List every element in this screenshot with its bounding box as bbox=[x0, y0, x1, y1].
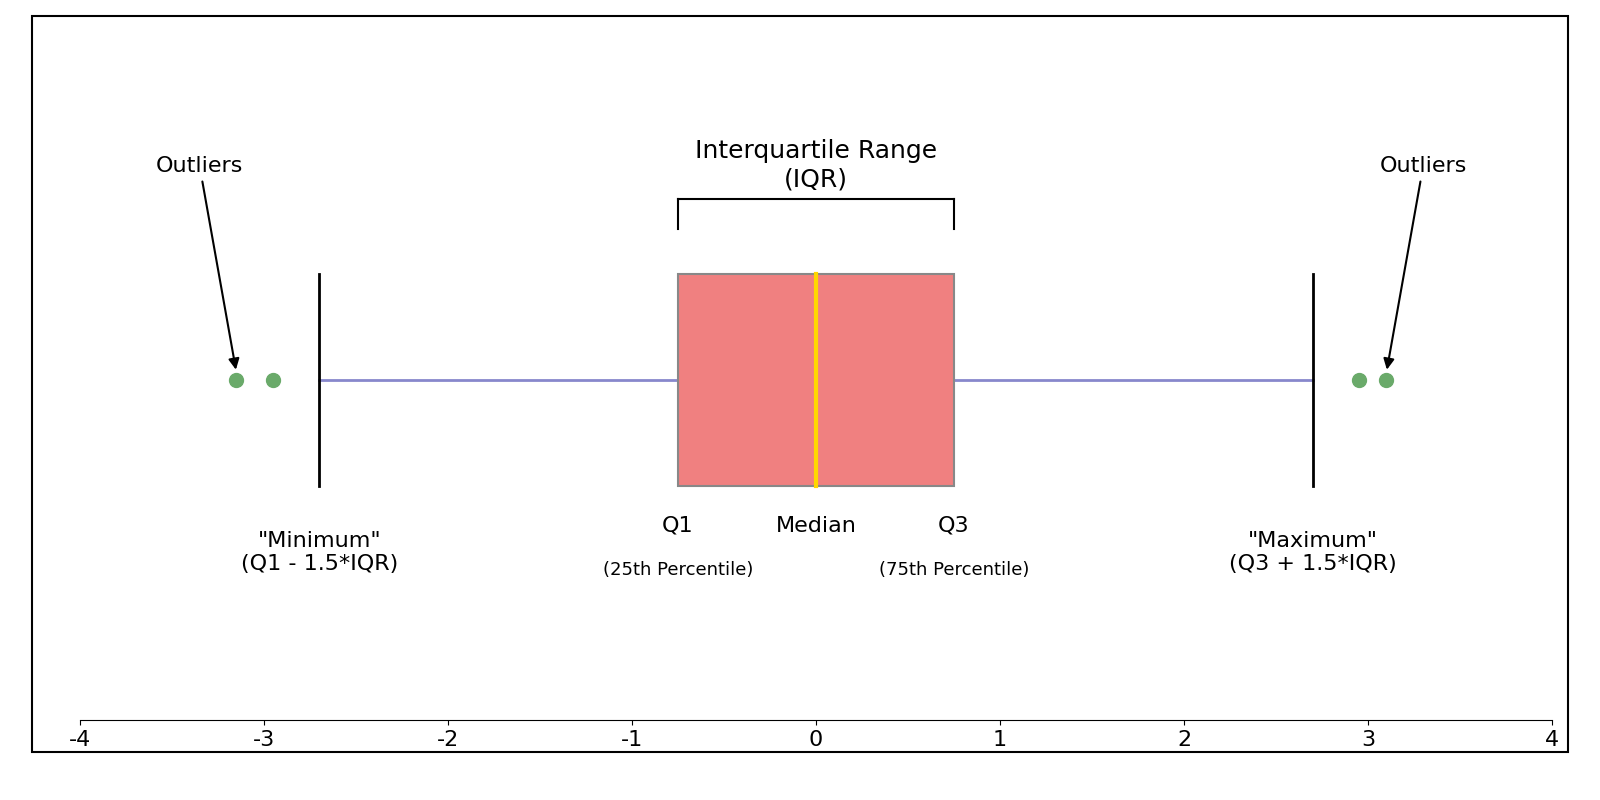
Text: (25th Percentile): (25th Percentile) bbox=[603, 562, 754, 579]
Text: Outliers: Outliers bbox=[1379, 156, 1467, 367]
Text: Q1: Q1 bbox=[662, 516, 694, 536]
Text: "Minimum"
(Q1 - 1.5*IQR): "Minimum" (Q1 - 1.5*IQR) bbox=[240, 531, 398, 574]
Point bbox=[224, 374, 250, 386]
Text: Interquartile Range
(IQR): Interquartile Range (IQR) bbox=[694, 139, 938, 191]
Bar bbox=[678, 274, 954, 486]
Point bbox=[1346, 374, 1371, 386]
Text: Q3: Q3 bbox=[938, 516, 970, 536]
Text: "Maximum"
(Q3 + 1.5*IQR): "Maximum" (Q3 + 1.5*IQR) bbox=[1229, 531, 1397, 574]
Text: Median: Median bbox=[776, 516, 856, 536]
Text: Outliers: Outliers bbox=[155, 156, 243, 367]
Point bbox=[1373, 374, 1398, 386]
Text: (75th Percentile): (75th Percentile) bbox=[878, 562, 1029, 579]
Point bbox=[261, 374, 286, 386]
